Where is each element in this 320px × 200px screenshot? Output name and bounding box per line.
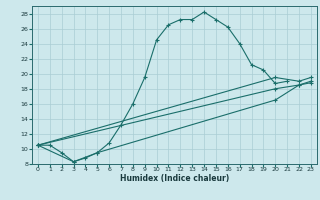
X-axis label: Humidex (Indice chaleur): Humidex (Indice chaleur)	[120, 174, 229, 183]
